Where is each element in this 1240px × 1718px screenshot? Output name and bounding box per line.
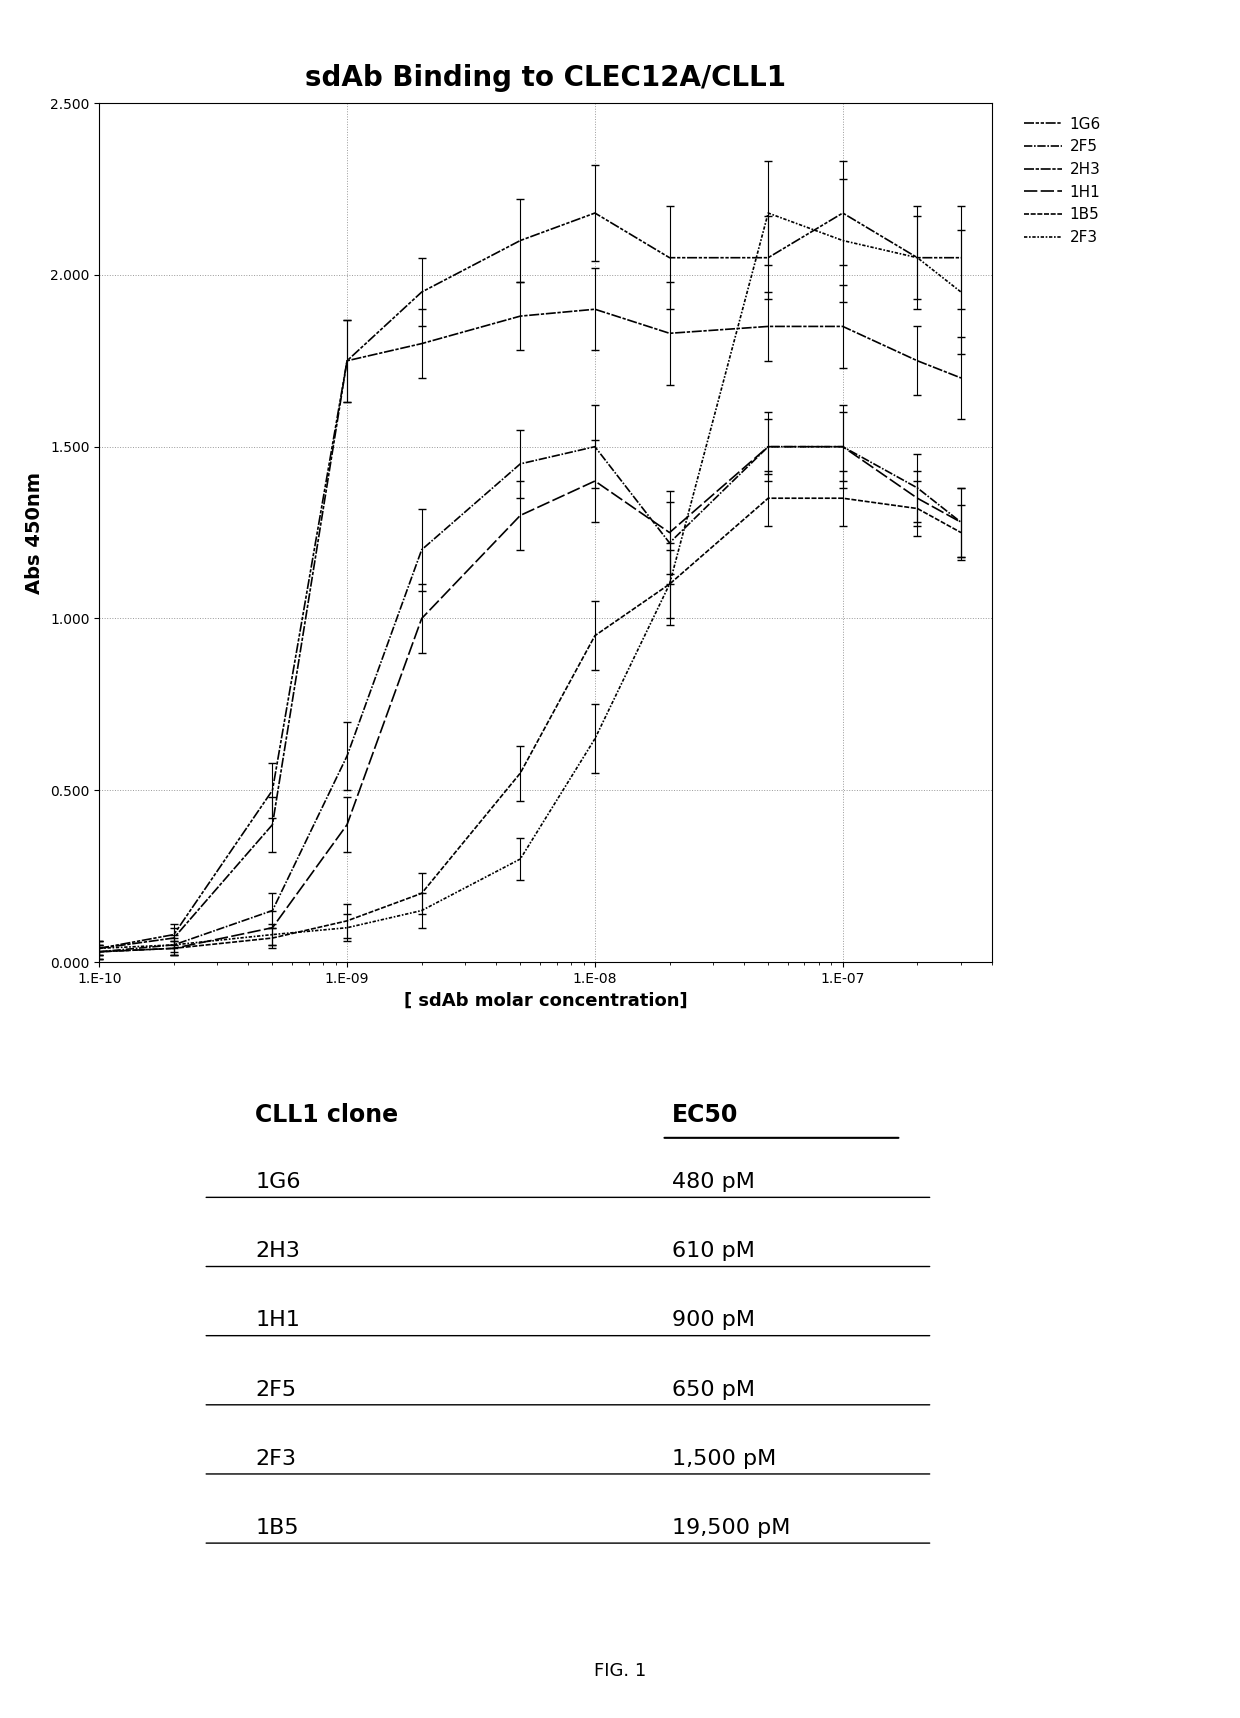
Text: 2H3: 2H3 [255, 1240, 300, 1261]
Y-axis label: Abs 450nm: Abs 450nm [26, 471, 45, 594]
Legend: 1G6, 2F5, 2H3, 1H1, 1B5, 2F3: 1G6, 2F5, 2H3, 1H1, 1B5, 2F3 [1018, 110, 1107, 251]
Text: 1H1: 1H1 [255, 1311, 300, 1330]
Text: 2F5: 2F5 [255, 1380, 296, 1400]
Text: 1G6: 1G6 [255, 1172, 301, 1192]
Text: 2F3: 2F3 [255, 1448, 296, 1469]
Text: 650 pM: 650 pM [672, 1380, 755, 1400]
Text: 900 pM: 900 pM [672, 1311, 755, 1330]
Text: 1,500 pM: 1,500 pM [672, 1448, 776, 1469]
Text: 19,500 pM: 19,500 pM [672, 1519, 790, 1538]
Text: FIG. 1: FIG. 1 [594, 1663, 646, 1680]
Text: 1B5: 1B5 [255, 1519, 299, 1538]
Text: 610 pM: 610 pM [672, 1240, 755, 1261]
Title: sdAb Binding to CLEC12A/CLL1: sdAb Binding to CLEC12A/CLL1 [305, 64, 786, 93]
Text: CLL1 clone: CLL1 clone [255, 1103, 398, 1127]
Text: 480 pM: 480 pM [672, 1172, 755, 1192]
X-axis label: [ sdAb molar concentration]: [ sdAb molar concentration] [404, 991, 687, 1010]
Text: EC50: EC50 [672, 1103, 739, 1127]
